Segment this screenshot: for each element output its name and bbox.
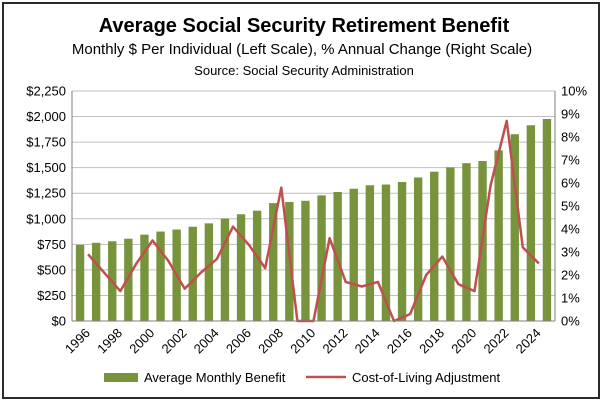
chart-source: Source: Social Security Administration	[194, 63, 414, 78]
y-axis-left-labels: $0 $250 $500 $750 $1,000 $1,250 $1,500 $1,750 $2…	[26, 84, 66, 329]
y-left-tick-label: $1,500	[26, 160, 66, 175]
bar-2007	[252, 210, 262, 321]
bar-1997	[91, 242, 101, 321]
x-tick-label: 2004	[191, 325, 222, 356]
chart-frame: Average Social Security Retirement Benef…	[2, 2, 600, 399]
y-right-tick-label: 0%	[561, 314, 580, 329]
bar-2013	[349, 188, 358, 321]
x-tick-label: 2014	[352, 325, 383, 356]
bar-2022	[494, 150, 503, 321]
y-right-tick-label: 3%	[561, 245, 580, 260]
legend-label-benefit: Average Monthly Benefit	[144, 370, 286, 385]
bar-2024	[526, 125, 536, 321]
bar-2020	[462, 163, 471, 321]
x-tick-label: 1998	[94, 325, 125, 356]
x-tick-label: 2012	[319, 325, 350, 356]
bar-2015	[381, 184, 391, 321]
bar-2008	[269, 203, 278, 321]
axes	[71, 91, 556, 322]
x-axis-labels: 1996 1998 2000 2002 2004 2006 2008 2010 2012 2014…	[62, 325, 544, 356]
bar-2001	[156, 231, 165, 321]
bar-2016	[397, 181, 407, 321]
y-right-tick-label: 4%	[561, 222, 580, 237]
y-left-tick-label: $2,000	[26, 109, 66, 124]
y-right-tick-label: 5%	[561, 199, 580, 214]
chart: Average Social Security Retirement Benef…	[26, 15, 587, 385]
bar-2017	[413, 177, 423, 321]
x-tick-label: 2002	[158, 325, 189, 356]
y-right-tick-label: 8%	[561, 130, 580, 145]
bar-2018	[430, 171, 439, 321]
x-tick-label: 2022	[480, 325, 511, 356]
y-left-tick-label: $1,000	[26, 211, 66, 226]
y-right-tick-label: 10%	[561, 84, 587, 99]
y-left-tick-label: $250	[37, 288, 66, 303]
line-series	[87, 119, 540, 323]
y-right-tick-label: 7%	[561, 153, 580, 168]
y-left-tick-label: $750	[37, 237, 66, 252]
chart-title: Average Social Security Retirement Benef…	[99, 15, 510, 37]
bar-2023	[510, 134, 519, 321]
x-tick-label: 2000	[126, 325, 157, 356]
x-tick-label: 2006	[223, 325, 254, 356]
bar-2004	[204, 223, 214, 321]
y-right-tick-label: 2%	[561, 268, 580, 283]
legend-label-cola: Cost-of-Living Adjustment	[352, 370, 501, 385]
y-left-tick-label: $1,250	[26, 186, 66, 201]
x-tick-label: 2010	[287, 325, 318, 356]
bar-2000	[140, 234, 149, 321]
bar-1999	[124, 238, 133, 321]
y-right-tick-label: 9%	[561, 107, 580, 122]
bar-1996	[75, 244, 85, 321]
x-tick-label: 1996	[62, 325, 93, 356]
y-right-tick-label: 1%	[561, 291, 580, 306]
chart-subtitle: Monthly $ Per Individual (Left Scale), %…	[72, 41, 532, 58]
bar-2005	[220, 218, 230, 321]
x-tick-label: 2016	[384, 325, 415, 356]
bar-2025	[542, 119, 552, 322]
x-tick-label: 2008	[255, 325, 286, 356]
bar-2010	[301, 200, 310, 321]
x-tick-label: 2020	[448, 325, 479, 356]
legend: Average Monthly Benefit Cost-of-Living A…	[104, 370, 501, 385]
gridlines	[72, 90, 555, 322]
legend-swatch-benefit	[104, 373, 138, 382]
bar-2006	[236, 214, 246, 321]
bar-2011	[317, 195, 326, 321]
y-left-tick-label: $1,750	[26, 135, 66, 150]
y-right-tick-label: 6%	[561, 176, 580, 191]
bar-2019	[446, 167, 455, 321]
y-left-tick-label: $500	[37, 262, 66, 277]
bar-2003	[188, 226, 197, 321]
cola-line	[87, 119, 540, 323]
y-axis-right-labels: 0% 1% 2% 3% 4% 5% 6% 7% 8% 9% 10%	[561, 84, 587, 329]
y-left-tick-label: $0	[52, 314, 66, 329]
y-left-tick-label: $2,250	[26, 84, 66, 99]
x-tick-label: 2024	[513, 325, 544, 356]
bar-2014	[365, 185, 375, 321]
x-tick-label: 2018	[416, 325, 447, 356]
bar-series	[75, 119, 552, 322]
